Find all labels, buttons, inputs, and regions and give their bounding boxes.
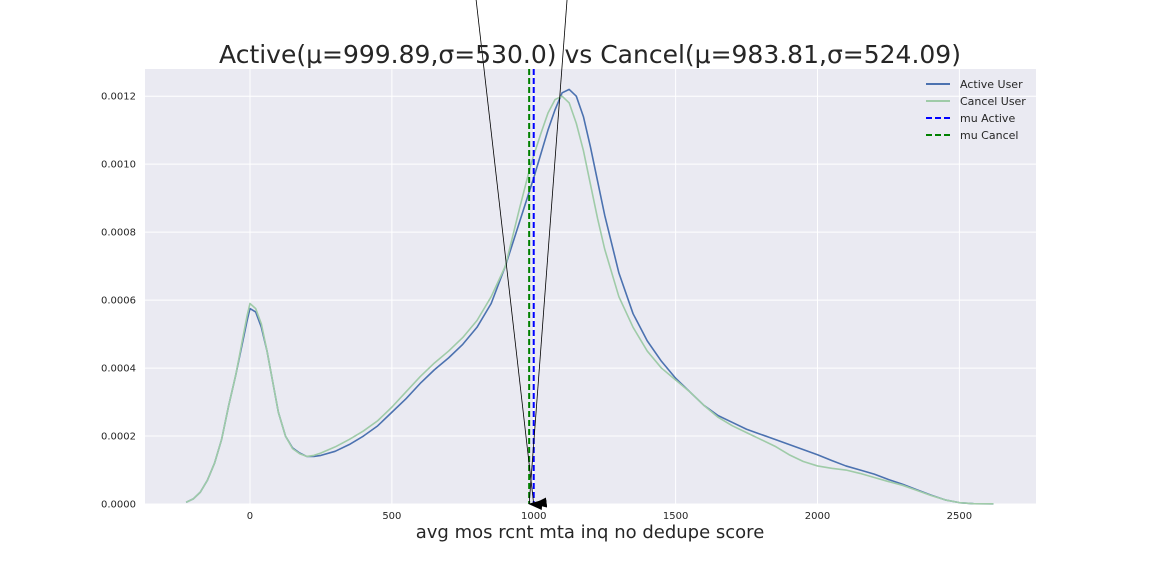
x-tick-label-0: 0: [247, 511, 253, 522]
legend-label-2: mu Active: [960, 112, 1015, 125]
y-tick-label-0: 0.0000: [101, 500, 136, 511]
legend: Active User Cancel User mu Active mu Cancel: [926, 78, 1026, 142]
plot-area: [145, 69, 1036, 504]
y-tick-label-2: 0.0004: [101, 364, 136, 375]
annotation-arrows: [475, 0, 568, 510]
y-tick-label-3: 0.0006: [101, 296, 136, 307]
x-axis-label: avg mos rcnt mta inq no dedupe score: [416, 522, 765, 543]
legend-label-0: Active User: [960, 78, 1023, 91]
series-layer: [185, 88, 994, 505]
x-tick-label-2: 1000: [521, 511, 546, 522]
y-tick-label-4: 0.0008: [101, 228, 136, 239]
x-tick-label-1: 500: [382, 511, 401, 522]
y-tick-label-1: 0.0002: [101, 432, 136, 443]
series-line-cancel-user: [185, 95, 994, 505]
y-tick-label-5: 0.0010: [101, 160, 136, 171]
chart-title: Active(μ=999.89,σ=530.0) vs Cancel(μ=983…: [219, 40, 961, 69]
legend-label-3: mu Cancel: [960, 129, 1018, 142]
annotation-arrow-0: [528, 0, 568, 510]
x-tick-label-5: 2500: [947, 511, 972, 522]
x-tick-label-3: 1500: [663, 511, 688, 522]
legend-label-1: Cancel User: [960, 95, 1026, 108]
annotation-arrow-1: [475, 0, 548, 508]
y-tick-labels: 0.0000 0.0002 0.0004 0.0006 0.0008 0.0010 0.00…: [101, 92, 136, 511]
x-tick-label-4: 2000: [805, 511, 830, 522]
y-tick-label-6: 0.0012: [101, 92, 136, 103]
grid-lines: [145, 69, 1036, 505]
mean-lines: [528, 69, 535, 504]
x-tick-labels: 0 500 1000 1500 2000 2500: [247, 511, 972, 522]
